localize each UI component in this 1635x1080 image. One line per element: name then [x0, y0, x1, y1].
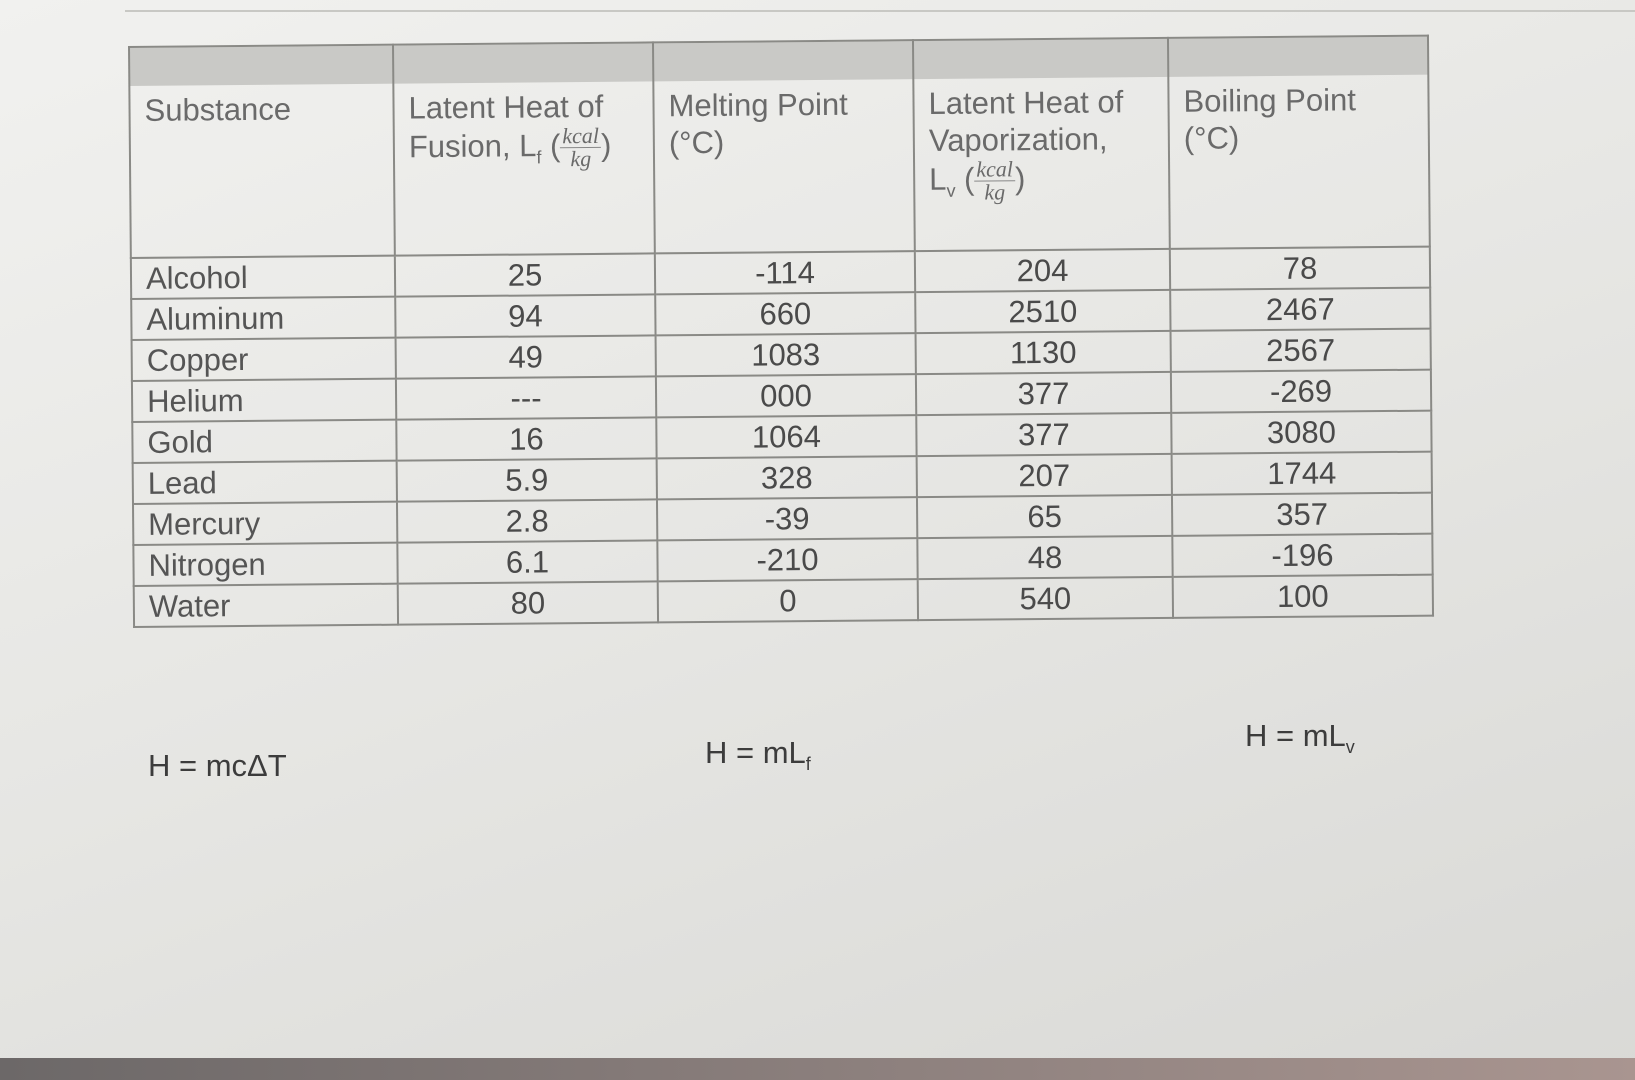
table-cell: Gold: [132, 419, 397, 463]
data-table: Substance Latent Heat of Fusion, Lf (kcal k…: [128, 35, 1434, 628]
header-row: Substance Latent Heat of Fusion, Lf (kcal k…: [129, 35, 1430, 258]
table-cell: Alcohol: [130, 255, 396, 299]
subscript: f: [805, 754, 811, 775]
table-cell: -269: [1170, 369, 1432, 413]
paren: (: [955, 161, 975, 197]
table-cell: Water: [133, 583, 399, 627]
subscript: v: [1345, 737, 1355, 758]
table-cell: 2.8: [396, 499, 658, 543]
paren: ): [600, 127, 612, 163]
table-cell: 25: [394, 253, 656, 297]
table-cell: 540: [917, 576, 1174, 621]
header-text: Substance: [144, 91, 292, 128]
table-cell: 1744: [1171, 451, 1432, 495]
table-cell: 000: [655, 374, 917, 418]
table-cell: 660: [655, 292, 916, 336]
table-cell: 1130: [915, 330, 1171, 375]
header-text: Fusion, L: [408, 128, 537, 165]
header-line: Lv (kcal kg): [929, 156, 1154, 210]
table-cell: 100: [1172, 574, 1434, 618]
fraction: kcal kg: [974, 156, 1016, 205]
background-edge: [0, 1058, 1635, 1080]
table-cell: 5.9: [396, 458, 657, 502]
paren: ): [1014, 160, 1026, 196]
table-cell: Mercury: [132, 501, 398, 545]
table-cell: 49: [395, 335, 656, 379]
table-cell: Copper: [131, 337, 396, 381]
denominator: kg: [984, 179, 1006, 205]
table-cell: Lead: [132, 460, 397, 504]
table-cell: 204: [914, 248, 1171, 293]
paren: (: [541, 127, 561, 164]
table-cell: -114: [654, 251, 916, 295]
header-text: Latent Heat of: [928, 84, 1124, 122]
table-cell: 1064: [656, 415, 917, 459]
table-cell: ---: [395, 376, 657, 420]
formula-text: H = mcΔT: [148, 748, 287, 783]
header-line: Latent Heat of: [928, 83, 1153, 122]
header-text: Latent Heat of: [408, 88, 604, 126]
header-line: Latent Heat of: [408, 88, 638, 127]
table-cell: 2467: [1170, 287, 1431, 331]
formula: H = mLf: [705, 735, 811, 775]
table-cell: 80: [397, 581, 659, 625]
table-cell: Helium: [131, 378, 397, 422]
table-cell: 1083: [655, 333, 916, 377]
table-cell: 2567: [1170, 328, 1431, 372]
formula-text: H = mL: [1245, 718, 1346, 753]
table-cell: 94: [395, 294, 656, 338]
header-line: (°C): [669, 122, 899, 161]
fraction: kcal kg: [560, 122, 602, 172]
header-text: (°C): [668, 124, 725, 161]
header-text: Melting Point: [668, 86, 848, 124]
table-cell: -196: [1172, 533, 1433, 577]
table-cell: 2510: [915, 289, 1171, 334]
table-cell: 16: [396, 417, 657, 461]
table-cell: 357: [1171, 492, 1433, 536]
header-line: Fusion, Lf (kcal kg): [408, 122, 639, 178]
header-cell: Substance: [129, 44, 395, 258]
table-cell: 78: [1169, 246, 1431, 290]
table-cell: 3080: [1171, 410, 1432, 454]
formula-text: H = mL: [705, 735, 806, 770]
header-line: Melting Point: [668, 85, 898, 124]
rule: [125, 10, 1635, 12]
header-cell: Latent Heat of Vaporization, Lv (kcal kg): [912, 37, 1170, 252]
table-cell: 377: [915, 371, 1172, 416]
table-cell: 207: [916, 453, 1172, 498]
table-cell: 65: [916, 494, 1173, 539]
header-line: Substance: [144, 90, 378, 129]
table-cell: -39: [656, 497, 918, 541]
table-cell: Nitrogen: [133, 542, 398, 586]
table-cell: 377: [916, 412, 1172, 457]
table-body: Alcohol 25 -114 204 78 Aluminum 94 660 2510 2467 C…: [130, 246, 1434, 627]
header-line: Boiling Point: [1183, 81, 1413, 120]
table-cell: 328: [656, 456, 917, 500]
table-cell: 0: [657, 579, 919, 623]
header-text: L: [929, 161, 947, 197]
header-line: Vaporization,: [929, 120, 1154, 159]
header-text: Vaporization,: [928, 121, 1108, 159]
table-cell: Aluminum: [131, 296, 396, 340]
header-cell: Melting Point (°C): [652, 40, 915, 254]
formula: H = mLv: [1245, 718, 1355, 758]
header-text: (°C): [1183, 120, 1240, 156]
header-text: Boiling Point: [1183, 82, 1357, 119]
table-cell: 48: [917, 535, 1173, 580]
numerator: kcal: [974, 156, 1016, 182]
header-cell: Boiling Point (°C): [1167, 35, 1430, 249]
table-cell: 6.1: [397, 540, 658, 584]
formula: H = mcΔT: [148, 748, 287, 784]
numerator: kcal: [560, 122, 602, 149]
header-cell: Latent Heat of Fusion, Lf (kcal kg): [392, 42, 655, 256]
header-line: (°C): [1184, 118, 1414, 157]
denominator: kg: [570, 145, 592, 172]
table-cell: -210: [657, 538, 918, 582]
